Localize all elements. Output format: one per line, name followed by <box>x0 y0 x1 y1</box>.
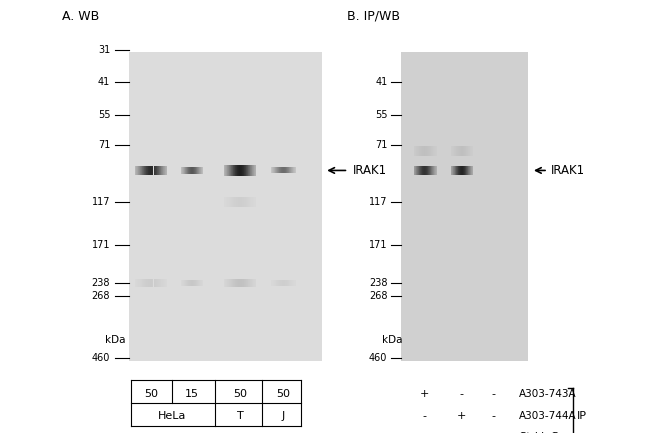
Text: 117: 117 <box>369 197 387 207</box>
Bar <box>401 52 528 362</box>
Text: -: - <box>422 411 426 421</box>
Text: A. WB: A. WB <box>62 10 99 23</box>
Text: 71: 71 <box>98 139 110 150</box>
Text: 15: 15 <box>185 389 199 399</box>
Text: IRAK1: IRAK1 <box>353 164 387 177</box>
Text: 268: 268 <box>92 291 110 301</box>
Text: 460: 460 <box>92 353 110 363</box>
Text: -: - <box>460 389 463 399</box>
Text: 117: 117 <box>92 197 110 207</box>
Text: 460: 460 <box>369 353 387 363</box>
Text: kDa: kDa <box>382 335 403 345</box>
Text: J: J <box>282 411 285 421</box>
Bar <box>129 52 322 362</box>
Text: 41: 41 <box>375 77 387 87</box>
Text: -: - <box>492 411 496 421</box>
Text: 238: 238 <box>369 278 387 288</box>
Text: 238: 238 <box>92 278 110 288</box>
Text: 31: 31 <box>98 45 110 55</box>
Text: 171: 171 <box>369 240 387 250</box>
Text: 41: 41 <box>98 77 110 87</box>
Text: -: - <box>422 432 426 433</box>
Text: 55: 55 <box>98 110 111 120</box>
Text: +: + <box>457 411 467 421</box>
Text: B. IP/WB: B. IP/WB <box>347 10 400 23</box>
Text: kDa: kDa <box>105 335 125 345</box>
Text: 171: 171 <box>92 240 110 250</box>
Text: Ctrl IgG: Ctrl IgG <box>519 432 559 433</box>
Text: 71: 71 <box>375 139 387 150</box>
Text: -: - <box>492 389 496 399</box>
Text: 50: 50 <box>144 389 158 399</box>
Text: HeLa: HeLa <box>157 411 186 421</box>
Text: T: T <box>237 411 244 421</box>
Text: A303-743A: A303-743A <box>519 389 577 399</box>
Text: IP: IP <box>577 411 587 421</box>
Text: 268: 268 <box>369 291 387 301</box>
Text: 55: 55 <box>375 110 387 120</box>
Text: 50: 50 <box>233 389 247 399</box>
Text: 50: 50 <box>276 389 291 399</box>
Text: IRAK1: IRAK1 <box>551 164 586 177</box>
Text: +: + <box>489 432 499 433</box>
Text: A303-744A: A303-744A <box>519 411 577 421</box>
Text: +: + <box>420 389 429 399</box>
Text: -: - <box>460 432 463 433</box>
